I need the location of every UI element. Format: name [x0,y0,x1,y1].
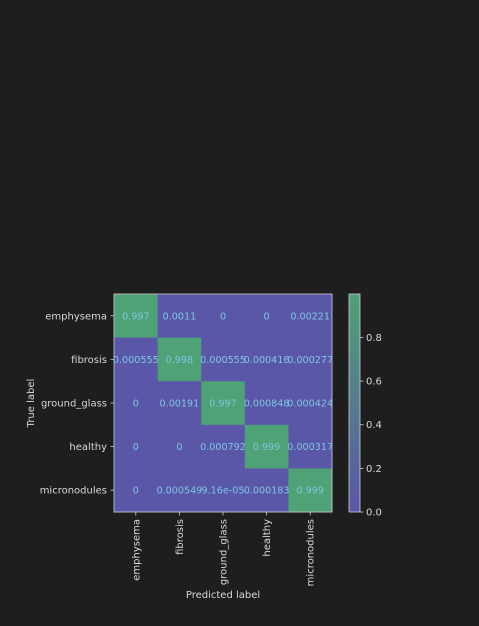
cm-cell-label: 0.999 [253,442,280,453]
cm-cell-label: 0.000549 [157,486,203,497]
y-tick-label: fibrosis [71,355,107,366]
x-tick-label: emphysema [131,519,142,581]
cm-cell-label: 0.998 [166,355,193,366]
cm-cell-label: 0.000183 [244,486,290,497]
confusion-matrix-figure: 0.997 0.0011 0 0 0.00221 0.000555 0.998 0.00055… [0,283,479,622]
colorbar-tick-label: 0.0 [366,508,382,519]
cm-cell-label: 0.997 [122,311,149,322]
colorbar-tick-label: 0.6 [366,377,382,388]
confusion-matrix: 0.997 0.0011 0 0 0.00221 0.000555 0.998 0.00055… [0,283,479,622]
y-tick-label: healthy [69,442,107,453]
cm-cell-label: 0.000848 [244,399,290,410]
colorbar [349,294,360,512]
cm-cell-label: 0.000792 [200,442,246,453]
cm-cell-label: 0.00221 [290,311,330,322]
x-axis-label: Predicted label [186,590,260,601]
cm-cell-label: 9.16e-05 [202,486,245,497]
colorbar-tick-label: 0.2 [366,464,382,475]
cm-cell-label: 0.000416 [244,355,290,366]
cm-cell-label: 0 [220,311,226,322]
cm-cell-label: 0.0011 [163,311,197,322]
colorbar-tick-label: 0.8 [366,333,382,344]
cm-cell-label: 0 [133,399,139,410]
x-tick-label: healthy [262,519,273,557]
y-axis-label: True label [26,379,37,429]
y-tick-label: emphysema [45,311,107,322]
cm-cell-label: 0.000555 [200,355,246,366]
cm-cell-label: 0.999 [296,486,323,497]
y-tick-label: ground_glass [41,399,107,410]
cm-cell-label: 0.000555 [113,355,159,366]
cm-cell-label: 0 [264,311,270,322]
cm-cell-label: 0 [133,442,139,453]
y-tick-label: micronodules [40,486,107,497]
cm-cell-label: 0.000317 [287,442,333,453]
cm-cell-label: 0 [176,442,182,453]
colorbar-tick-label: 0.4 [366,420,382,431]
cm-cell-label: 0.997 [209,399,236,410]
cm-cell-label: 0.000424 [287,399,333,410]
x-tick-label: micronodules [306,519,317,586]
x-tick-label: fibrosis [175,519,186,555]
cm-cell-label: 0.00191 [160,399,200,410]
cm-cell-label: 0.000277 [287,355,333,366]
cm-cell-label: 0 [133,486,139,497]
x-tick-label: ground_glass [219,519,230,585]
